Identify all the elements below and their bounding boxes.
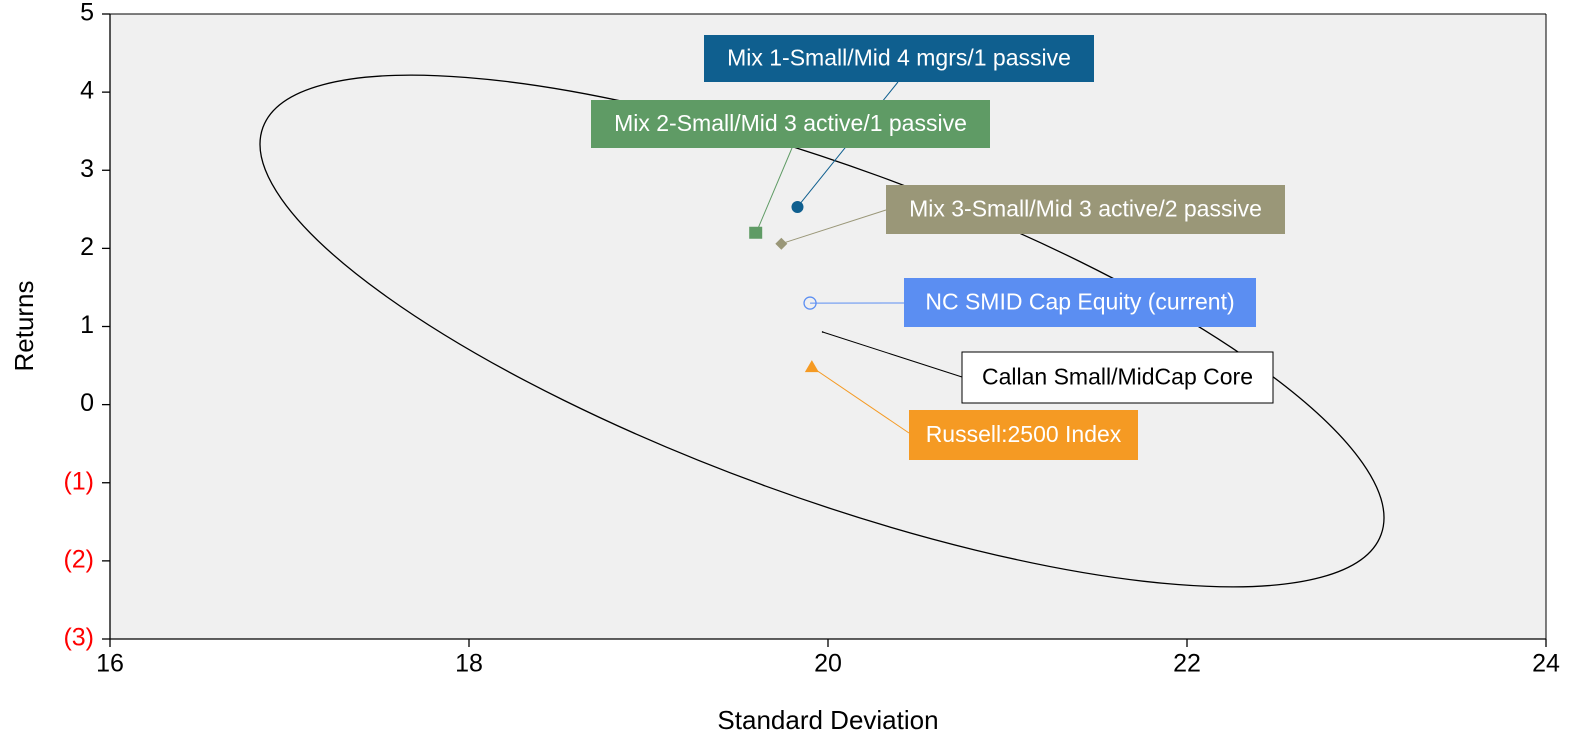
data-point xyxy=(822,331,824,333)
y-tick-label: 0 xyxy=(80,389,94,417)
x-axis-title: Standard Deviation xyxy=(717,705,938,735)
y-tick-label: 1 xyxy=(80,311,94,339)
x-tick-label: 16 xyxy=(96,650,124,678)
y-tick-label: (2) xyxy=(63,545,94,573)
y-tick-label: 3 xyxy=(80,155,94,183)
y-axis-title: Returns xyxy=(9,280,39,371)
y-tick-label: (3) xyxy=(63,624,94,652)
y-tick-label: 5 xyxy=(80,0,94,27)
x-tick-label: 20 xyxy=(814,650,842,678)
legend-label: Callan Small/MidCap Core xyxy=(982,364,1253,390)
legend-label: Russell:2500 Index xyxy=(926,421,1122,447)
legend-label: Mix 2-Small/Mid 3 active/1 passive xyxy=(614,110,967,136)
y-tick-label: 2 xyxy=(80,233,94,261)
y-tick-label: (1) xyxy=(63,467,94,495)
x-tick-label: 18 xyxy=(455,650,483,678)
x-tick-label: 24 xyxy=(1532,650,1560,678)
legend-label: NC SMID Cap Equity (current) xyxy=(925,289,1234,315)
y-tick-label: 4 xyxy=(80,77,94,105)
data-point xyxy=(749,227,762,239)
legend-label: Mix 3-Small/Mid 3 active/2 passive xyxy=(909,196,1262,222)
legend-label: Mix 1-Small/Mid 4 mgrs/1 passive xyxy=(727,45,1071,71)
data-point xyxy=(791,201,803,213)
x-tick-label: 22 xyxy=(1173,650,1201,678)
